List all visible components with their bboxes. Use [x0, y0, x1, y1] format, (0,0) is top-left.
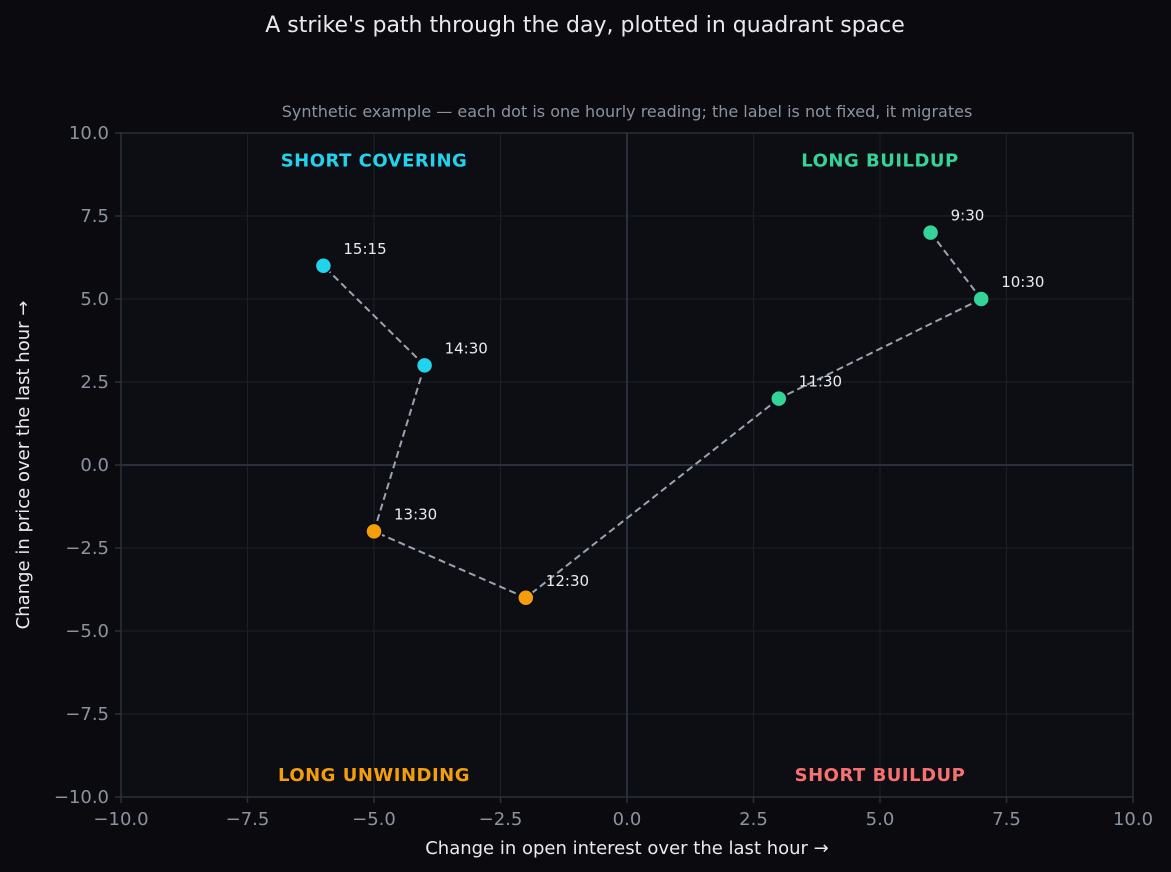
y-tick-label: 0.0 — [80, 455, 109, 476]
data-point — [770, 389, 788, 408]
data-point — [921, 223, 940, 242]
x-axis-ticks: −10.0 −7.5 −5.0 −2.5 0.0 2.5 5.0 7.5 10.0 — [93, 797, 1153, 830]
y-tick-label: −7.5 — [65, 704, 109, 725]
x-tick-label: 7.5 — [992, 809, 1021, 830]
y-tick-label: 5.0 — [80, 289, 109, 310]
point-label: 9:30 — [951, 207, 985, 225]
point-label: 14:30 — [445, 339, 488, 357]
data-point — [517, 589, 535, 607]
point-label: 11:30 — [799, 373, 842, 391]
y-tick-label: 2.5 — [80, 372, 109, 393]
y-axis-ticks: −10.0 −7.5 −5.0 −2.5 0.0 2.5 5.0 7.5 10.0 — [54, 123, 121, 808]
data-point — [415, 356, 434, 375]
path-segments — [322, 231, 982, 599]
x-tick-label: 5.0 — [866, 809, 895, 830]
path-segment — [322, 265, 426, 367]
y-tick-label: −2.5 — [65, 538, 109, 559]
data-points — [314, 223, 990, 607]
x-axis-label: Change in open interest over the last ho… — [425, 838, 829, 859]
chart-subtitle: Synthetic example — each dot is one hour… — [282, 102, 973, 121]
x-tick-label: −10.0 — [93, 809, 148, 830]
chart-title: A strike's path through the day, plotted… — [265, 13, 905, 38]
y-tick-label: 7.5 — [80, 206, 109, 227]
quadrant-label: SHORT COVERING — [281, 151, 468, 172]
point-label: 13:30 — [394, 505, 437, 523]
point-labels: 9:30 10:30 11:30 12:30 13:30 14:30 15:15 — [343, 207, 1044, 590]
y-tick-label: −10.0 — [54, 787, 109, 808]
x-tick-label: 0.0 — [613, 809, 642, 830]
path-segment — [525, 397, 780, 599]
data-point — [365, 522, 383, 541]
zero-lines — [121, 133, 1133, 797]
data-point — [972, 290, 990, 308]
y-tick-label: 10.0 — [69, 123, 109, 144]
y-axis-label: Change in price over the last hour → — [13, 301, 34, 630]
x-tick-label: −5.0 — [352, 809, 396, 830]
quadrant-label: LONG UNWINDING — [278, 765, 470, 786]
path-segment — [373, 365, 426, 532]
path-segment — [778, 298, 982, 400]
quadrant-label: SHORT BUILDUP — [795, 765, 966, 786]
data-point — [314, 257, 333, 275]
y-tick-label: −5.0 — [65, 621, 109, 642]
point-label: 10:30 — [1001, 273, 1044, 291]
quadrant-labels: SHORT COVERING LONG BUILDUP LONG UNWINDING… — [278, 151, 965, 786]
x-tick-label: −7.5 — [226, 809, 270, 830]
path-segment — [373, 530, 527, 599]
x-tick-label: −2.5 — [479, 809, 523, 830]
path-segment — [929, 231, 982, 300]
x-tick-label: 2.5 — [739, 809, 768, 830]
point-label: 15:15 — [343, 240, 386, 258]
quadrant-label: LONG BUILDUP — [801, 151, 959, 172]
point-label: 12:30 — [546, 572, 589, 590]
x-tick-label: 10.0 — [1113, 809, 1153, 830]
